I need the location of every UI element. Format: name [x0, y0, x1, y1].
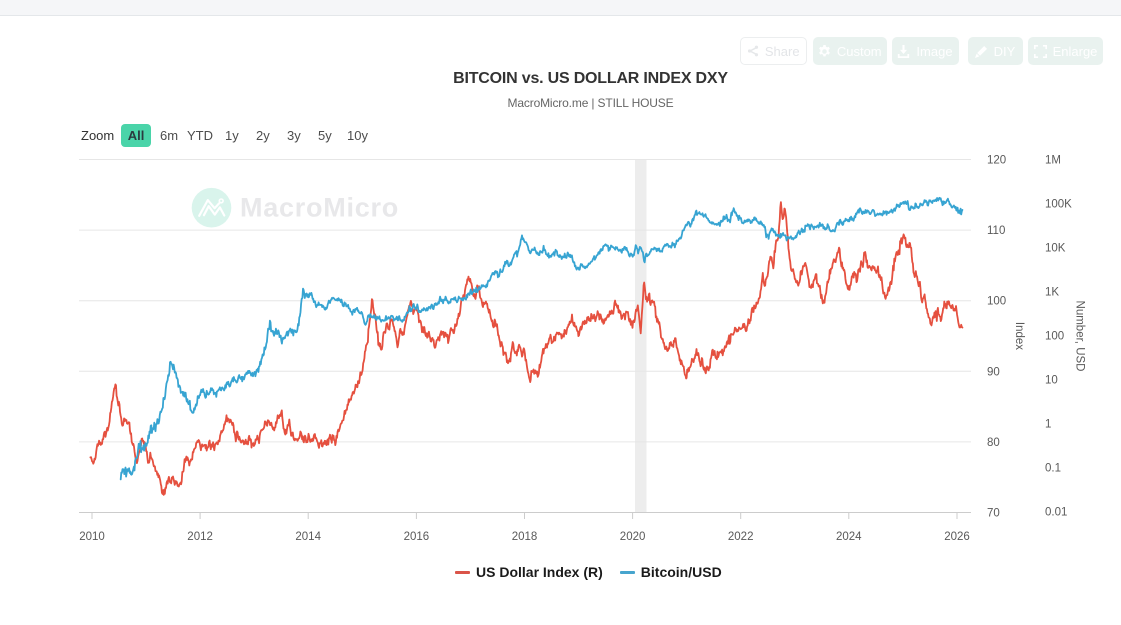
svg-text:0.1: 0.1	[1045, 463, 1061, 475]
svg-text:110: 110	[987, 225, 1005, 237]
svg-text:2014: 2014	[295, 531, 321, 543]
svg-text:10: 10	[1045, 375, 1058, 387]
svg-text:10K: 10K	[1045, 243, 1066, 255]
svg-text:100: 100	[987, 296, 1006, 308]
svg-text:2024: 2024	[836, 531, 862, 543]
svg-text:2020: 2020	[620, 531, 646, 543]
svg-text:2026: 2026	[944, 531, 970, 543]
svg-text:2012: 2012	[187, 531, 213, 543]
svg-text:2010: 2010	[79, 531, 105, 543]
svg-text:MacroMicro: MacroMicro	[240, 193, 399, 223]
svg-text:100: 100	[1045, 331, 1064, 343]
svg-text:120: 120	[987, 155, 1006, 167]
svg-text:2018: 2018	[512, 531, 538, 543]
svg-text:Number, USD: Number, USD	[1074, 301, 1086, 372]
svg-text:90: 90	[987, 366, 1000, 378]
svg-text:Index: Index	[1013, 322, 1025, 350]
svg-text:1: 1	[1045, 419, 1051, 431]
svg-text:1M: 1M	[1045, 155, 1061, 167]
svg-text:2016: 2016	[404, 531, 430, 543]
svg-text:100K: 100K	[1045, 199, 1072, 211]
svg-text:80: 80	[987, 437, 1000, 449]
svg-text:70: 70	[987, 508, 1000, 520]
svg-text:2022: 2022	[728, 531, 754, 543]
svg-text:0.01: 0.01	[1045, 507, 1067, 519]
svg-text:1K: 1K	[1045, 287, 1059, 299]
